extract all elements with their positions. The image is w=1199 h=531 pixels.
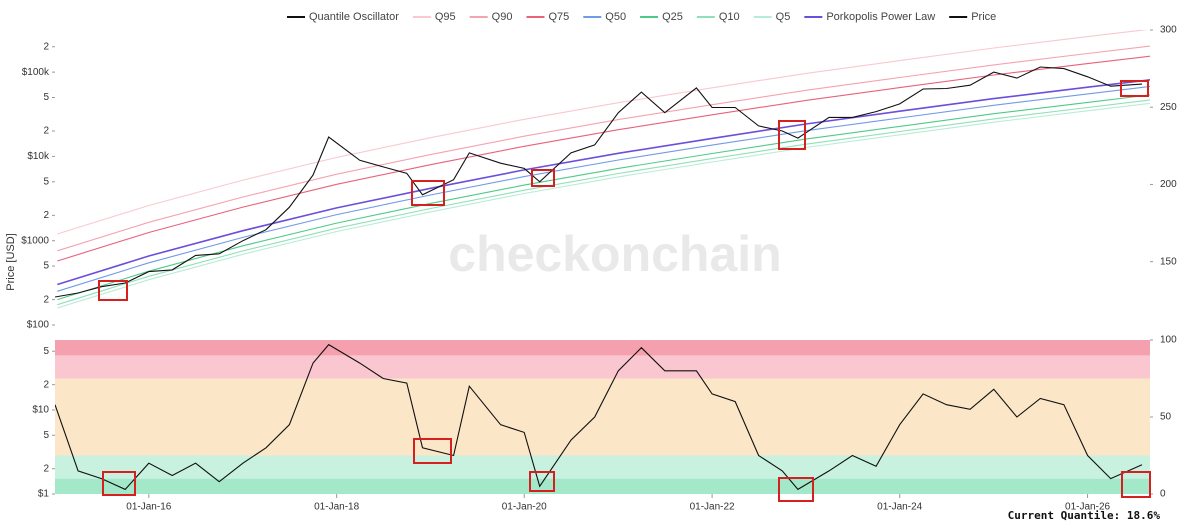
highlight-boxes (98, 80, 1151, 502)
highlight-box (102, 471, 136, 496)
series-line (57, 45, 1150, 252)
y2-tick-label: 200 (1160, 179, 1177, 190)
highlight-box (531, 169, 555, 187)
highlight-box (411, 180, 445, 206)
y-tick-label: 2 (43, 41, 49, 52)
legend-label: Q25 (662, 11, 683, 23)
legend-label: Q75 (548, 11, 569, 23)
quantile-band (55, 340, 1150, 356)
y-tick-label: $10 (32, 405, 49, 416)
series-line (57, 85, 1150, 292)
y2-tick-label: 100 (1160, 335, 1177, 346)
y-tick-label: $100k (22, 67, 50, 78)
y-tick-label: 2 (43, 126, 49, 137)
highlight-box (1120, 80, 1149, 97)
x-tick-label: 01-Jan-22 (690, 502, 735, 513)
x-tick-label: 01-Jan-20 (502, 502, 547, 513)
highlight-box (1121, 471, 1151, 498)
y2-tick-label: 50 (1160, 412, 1172, 423)
y-tick-label: 5 (43, 346, 49, 357)
highlight-box (98, 280, 128, 301)
highlight-box (529, 471, 555, 492)
y-tick-label: 5 (43, 261, 49, 272)
series-group (55, 343, 1143, 491)
series-group (55, 30, 1150, 309)
series-line (57, 99, 1150, 306)
legend-label: Q10 (719, 11, 740, 23)
legend-label: Q95 (435, 11, 456, 23)
legend-label: Q5 (776, 11, 791, 23)
plots: $10025$100025$10k25$100k2150200250300$12… (21, 11, 1177, 513)
legend-label: Q90 (492, 11, 513, 23)
y2-tick-label: 300 (1160, 25, 1177, 36)
y-tick-label: $1 (38, 489, 50, 500)
y-tick-label: 2 (43, 294, 49, 305)
series-line (55, 343, 1143, 491)
quantile-band (55, 355, 1150, 379)
annotation: Current Quantile: 18.6% (1008, 509, 1161, 522)
series-line (57, 55, 1150, 262)
x-tick-label: 01-Jan-24 (877, 502, 922, 513)
quantile-band (55, 455, 1150, 479)
y2-tick-label: 150 (1160, 256, 1177, 267)
watermark: checkonchain (448, 226, 781, 282)
y-tick-label: 5 (43, 176, 49, 187)
highlight-box (778, 477, 814, 502)
y-tick-label: 5 (43, 92, 49, 103)
quantile-band (55, 478, 1150, 494)
x-tick-label: 01-Jan-26 (1065, 502, 1110, 513)
series-line (55, 66, 1143, 298)
x-tick-label: 01-Jan-18 (314, 502, 359, 513)
y-tick-label: 5 (43, 430, 49, 441)
series-line (57, 79, 1150, 286)
y-tick-label: 2 (43, 463, 49, 474)
series-line (57, 30, 1148, 235)
legend-label: Porkopolis Power Law (826, 11, 935, 23)
y-tick-label: $10k (27, 151, 50, 162)
highlight-box (413, 438, 452, 464)
y-tick-label: 2 (43, 379, 49, 390)
y-tick-label: 2 (43, 210, 49, 221)
y-axis-label: Price [USD] (5, 233, 17, 290)
quantile-band (55, 378, 1150, 456)
series-line (57, 102, 1150, 309)
y-tick-label: $100 (27, 320, 50, 331)
y2-tick-label: 250 (1160, 102, 1177, 113)
y2-tick-label: 0 (1160, 489, 1166, 500)
legend-label: Price (971, 11, 996, 23)
series-line (57, 94, 1150, 301)
legend-label: Q50 (605, 11, 626, 23)
legend-label: Quantile Oscillator (309, 11, 399, 23)
y-tick-label: $1000 (21, 235, 49, 246)
x-tick-label: 01-Jan-16 (126, 502, 171, 513)
highlight-box (778, 120, 806, 150)
